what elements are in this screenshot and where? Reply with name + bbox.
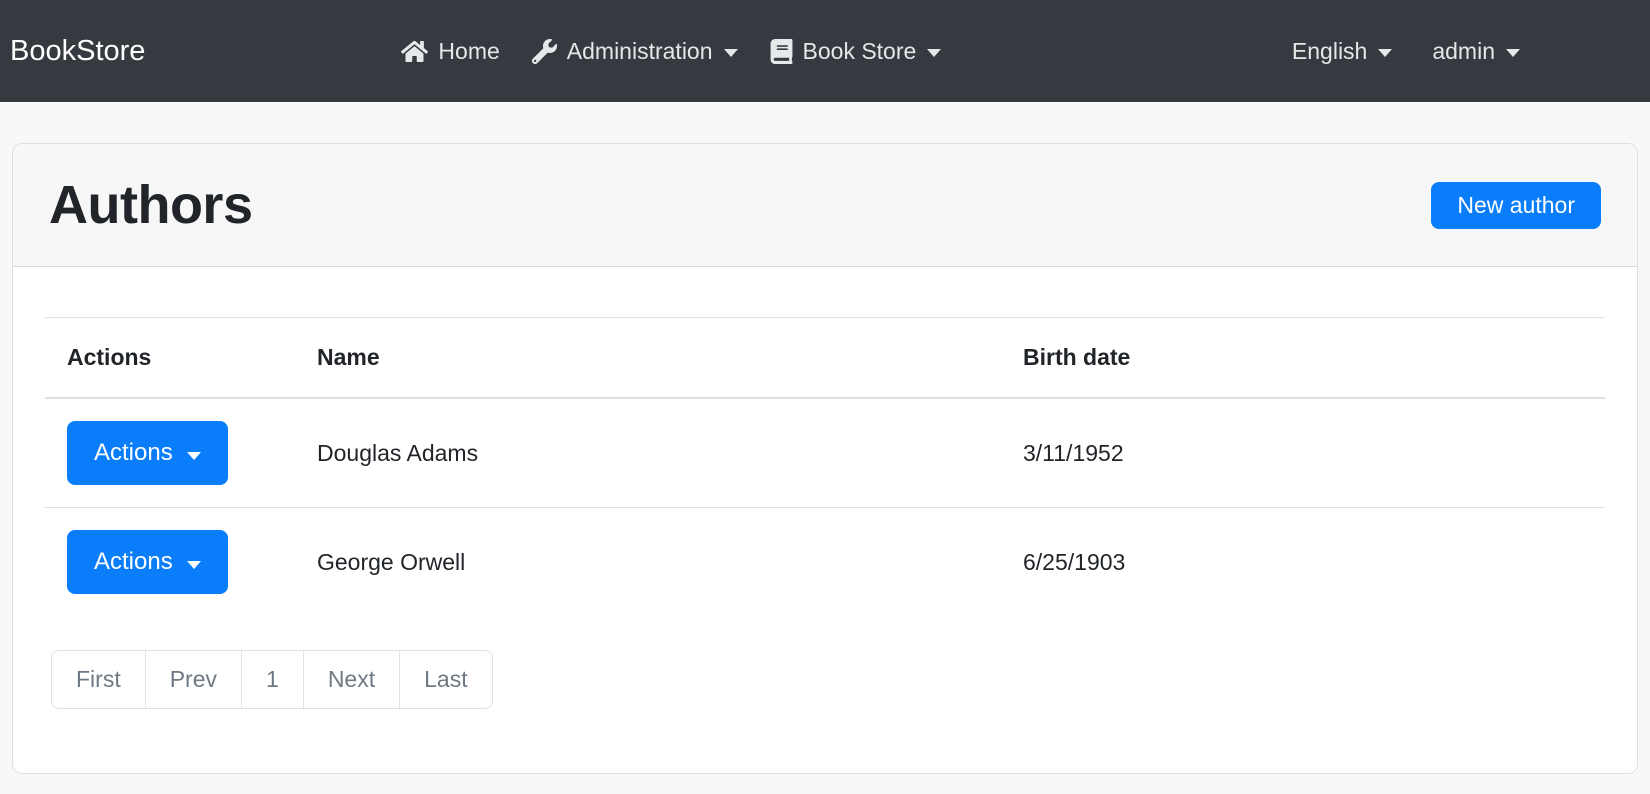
main-menu: Home Administration Book Store bbox=[385, 28, 957, 75]
user-label: admin bbox=[1432, 37, 1495, 64]
table-row: Actions Douglas Adams 3/11/1952 bbox=[45, 398, 1605, 508]
caret-down-icon bbox=[723, 49, 738, 57]
caret-down-icon bbox=[186, 561, 201, 569]
column-header-birth-date: Birth date bbox=[1001, 317, 1605, 399]
caret-down-icon bbox=[1378, 49, 1393, 57]
row-actions-label: Actions bbox=[94, 439, 173, 466]
user-dropdown[interactable]: admin bbox=[1412, 28, 1540, 75]
caret-down-icon bbox=[186, 452, 201, 460]
pagination-page-1[interactable]: 1 bbox=[241, 650, 304, 709]
row-actions-button[interactable]: Actions bbox=[67, 421, 228, 485]
pagination-first[interactable]: First bbox=[51, 650, 146, 709]
nav-item-label: Administration bbox=[566, 37, 713, 64]
row-actions-button[interactable]: Actions bbox=[67, 530, 228, 594]
new-author-button[interactable]: New author bbox=[1431, 181, 1601, 229]
card-body: Actions Name Birth date Actions Dou bbox=[13, 267, 1637, 773]
author-birth-date: 3/11/1952 bbox=[1023, 439, 1124, 466]
pagination-next[interactable]: Next bbox=[302, 650, 401, 709]
pagination-last[interactable]: Last bbox=[399, 650, 493, 709]
card-header: Authors New author bbox=[13, 144, 1637, 267]
nav-item-book-store[interactable]: Book Store bbox=[754, 28, 958, 75]
nav-item-administration[interactable]: Administration bbox=[516, 28, 754, 75]
row-actions-label: Actions bbox=[94, 548, 173, 575]
language-dropdown[interactable]: English bbox=[1272, 28, 1412, 75]
wrench-icon bbox=[531, 38, 557, 64]
author-name: Douglas Adams bbox=[317, 439, 479, 466]
home-icon bbox=[401, 39, 429, 64]
nav-item-label: Book Store bbox=[802, 37, 917, 64]
column-header-name: Name bbox=[295, 317, 1001, 399]
brand-link[interactable]: BookStore bbox=[10, 34, 146, 67]
page-content: Authors New author Actions Name Birth da… bbox=[0, 102, 1650, 774]
authors-card: Authors New author Actions Name Birth da… bbox=[12, 143, 1638, 774]
right-menu: English admin bbox=[1272, 28, 1540, 75]
nav-item-label: Home bbox=[438, 37, 500, 64]
caret-down-icon bbox=[927, 49, 942, 57]
language-label: English bbox=[1291, 37, 1368, 64]
book-icon bbox=[770, 38, 793, 64]
navbar: BookStore Home Administration Book Store… bbox=[0, 0, 1650, 102]
pagination: First Prev 1 Next Last bbox=[51, 650, 1605, 709]
column-header-actions: Actions bbox=[45, 317, 295, 399]
table-row: Actions George Orwell 6/25/1903 bbox=[45, 507, 1605, 616]
pagination-prev[interactable]: Prev bbox=[144, 650, 243, 709]
authors-table: Actions Name Birth date Actions Dou bbox=[45, 317, 1605, 616]
table-header-row: Actions Name Birth date bbox=[45, 317, 1605, 399]
page-title: Authors bbox=[49, 175, 253, 235]
author-name: George Orwell bbox=[295, 507, 1001, 616]
author-birth-date: 6/25/1903 bbox=[1001, 507, 1605, 616]
nav-item-home[interactable]: Home bbox=[385, 28, 515, 75]
caret-down-icon bbox=[1506, 49, 1520, 57]
